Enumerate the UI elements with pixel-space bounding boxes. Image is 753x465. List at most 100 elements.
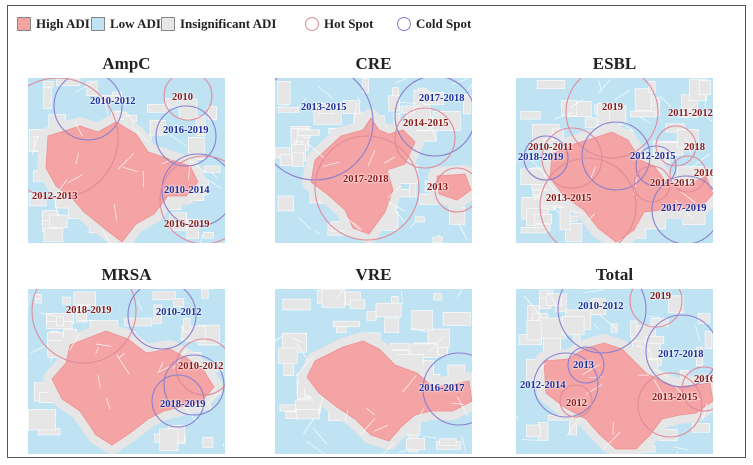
cold-spot-circle bbox=[161, 153, 225, 227]
tract-boundary bbox=[582, 363, 601, 375]
tract-boundary bbox=[77, 319, 94, 321]
tract-boundary bbox=[359, 418, 376, 436]
tract-boundary bbox=[69, 333, 80, 351]
tract-boundary bbox=[402, 375, 417, 393]
cold-spot-circle bbox=[651, 175, 713, 243]
hot-spot-circle bbox=[559, 384, 593, 418]
tract-boundary bbox=[190, 200, 193, 202]
insignificant-adi-tract bbox=[668, 295, 684, 314]
tract-boundary bbox=[322, 161, 340, 167]
tract-boundary bbox=[275, 335, 284, 342]
insignificant-adi-tract bbox=[610, 323, 618, 333]
insignificant-adi-tract bbox=[285, 411, 298, 419]
insignificant-adi-tract bbox=[321, 289, 346, 308]
tract-boundary bbox=[353, 102, 358, 123]
insignificant-adi-tract bbox=[99, 94, 120, 103]
tract-boundary bbox=[223, 443, 225, 447]
cold-spot-circle bbox=[53, 78, 123, 141]
hot-spot-circle bbox=[163, 78, 213, 121]
insignificant-adi-tract bbox=[584, 117, 597, 128]
insignificant-adi-tract bbox=[645, 336, 665, 344]
high-adi-region bbox=[51, 330, 215, 446]
insignificant-adi-tract bbox=[43, 80, 54, 88]
tract-boundary bbox=[530, 158, 547, 177]
insignificant-adi-tract bbox=[699, 80, 712, 95]
insignificant-adi-tract bbox=[415, 216, 425, 223]
tract-boundary bbox=[457, 222, 468, 241]
cold-spot-circle bbox=[155, 105, 217, 167]
tract-boundary bbox=[589, 166, 596, 181]
tract-boundary bbox=[118, 352, 125, 358]
tract-boundary bbox=[187, 158, 205, 173]
tract-boundary bbox=[677, 103, 696, 119]
panel-title-ampc: AmpC bbox=[102, 54, 151, 73]
tract-boundary bbox=[301, 393, 312, 398]
tract-boundary bbox=[366, 408, 375, 416]
tract-boundary bbox=[127, 113, 135, 125]
insignificant-adi-tract bbox=[165, 98, 178, 109]
map-cre: 2013-2015 2017-2018 2014-2015 2017-2018 2013 bbox=[275, 78, 472, 243]
hot-spot-circle bbox=[159, 155, 225, 243]
insignificant-adi-tract bbox=[76, 304, 87, 323]
cold-spot-circle bbox=[422, 352, 472, 426]
insignificant-adi-tract bbox=[277, 80, 291, 105]
tract-boundary bbox=[293, 98, 307, 114]
tract-boundary bbox=[616, 120, 633, 131]
legend-low-swatch bbox=[91, 17, 105, 31]
hot-spot-circle bbox=[655, 125, 697, 167]
tract-boundary bbox=[457, 289, 463, 298]
hot-spot-label: 2013-2015 bbox=[652, 392, 698, 403]
tract-boundary bbox=[373, 424, 389, 432]
insignificant-adi-tract bbox=[634, 88, 652, 111]
tract-boundary bbox=[54, 197, 59, 217]
tract-boundary bbox=[346, 217, 360, 231]
insignificant-adi-tract bbox=[432, 236, 443, 243]
tract-boundary bbox=[521, 439, 539, 441]
insignificant-adi-tract bbox=[28, 409, 56, 431]
tract-boundary bbox=[680, 191, 696, 203]
cold-spot-circle bbox=[533, 352, 599, 418]
insignificant-adi-tract bbox=[437, 347, 449, 356]
insignificant-adi-tract bbox=[207, 106, 217, 121]
hot-spot-label: 2017-2018 bbox=[343, 174, 389, 185]
legend-hot-label: Hot Spot bbox=[324, 16, 374, 31]
tract-boundary bbox=[75, 152, 79, 165]
hot-spot-label: 2016 bbox=[694, 168, 713, 179]
tract-boundary bbox=[102, 230, 111, 243]
insignificant-adi-tract bbox=[319, 103, 334, 114]
tract-boundary bbox=[585, 384, 602, 395]
legend-cold-label: Cold Spot bbox=[416, 16, 472, 31]
tract-boundary bbox=[40, 312, 56, 317]
tract-boundary bbox=[398, 448, 412, 453]
cold-spot-circle bbox=[567, 346, 605, 384]
insignificant-adi-tract bbox=[73, 291, 96, 306]
tract-boundary bbox=[101, 309, 111, 311]
insignificant-adi-tract bbox=[147, 104, 169, 113]
tract-boundary bbox=[694, 110, 713, 122]
tract-boundary bbox=[106, 397, 111, 410]
tract-boundary bbox=[569, 210, 583, 214]
tract-boundary bbox=[275, 104, 289, 109]
insignificant-adi-tract bbox=[463, 94, 471, 115]
hot-spot-label: 2019 bbox=[650, 291, 671, 302]
hot-spot-circle bbox=[434, 167, 472, 213]
map-svg-esbl bbox=[516, 78, 713, 243]
tract-boundary bbox=[388, 201, 405, 212]
tract-boundary bbox=[704, 95, 706, 112]
tract-boundary bbox=[584, 289, 604, 294]
high-adi-region bbox=[45, 121, 199, 243]
insignificant-adi-tract bbox=[277, 106, 299, 113]
hot-spot-label: 2011-2012 bbox=[668, 108, 713, 119]
insignificant-adi-tract bbox=[297, 129, 320, 136]
hot-spot-label: 2016-2019 bbox=[164, 219, 210, 230]
legend-item-hot: Hot Spot bbox=[305, 13, 373, 35]
cold-spot-circle bbox=[127, 289, 197, 350]
figure-border: High ADI Low ADI Insignificant ADI Hot Spot… bbox=[7, 5, 746, 458]
tract-boundary bbox=[409, 221, 416, 229]
tract-boundary bbox=[569, 98, 584, 109]
tract-boundary bbox=[117, 153, 135, 170]
insignificant-adi-tract bbox=[349, 299, 366, 309]
insignificant-adi-tract bbox=[152, 291, 176, 301]
tract-boundary bbox=[466, 83, 472, 92]
insignificant-adi-tract bbox=[282, 298, 311, 311]
